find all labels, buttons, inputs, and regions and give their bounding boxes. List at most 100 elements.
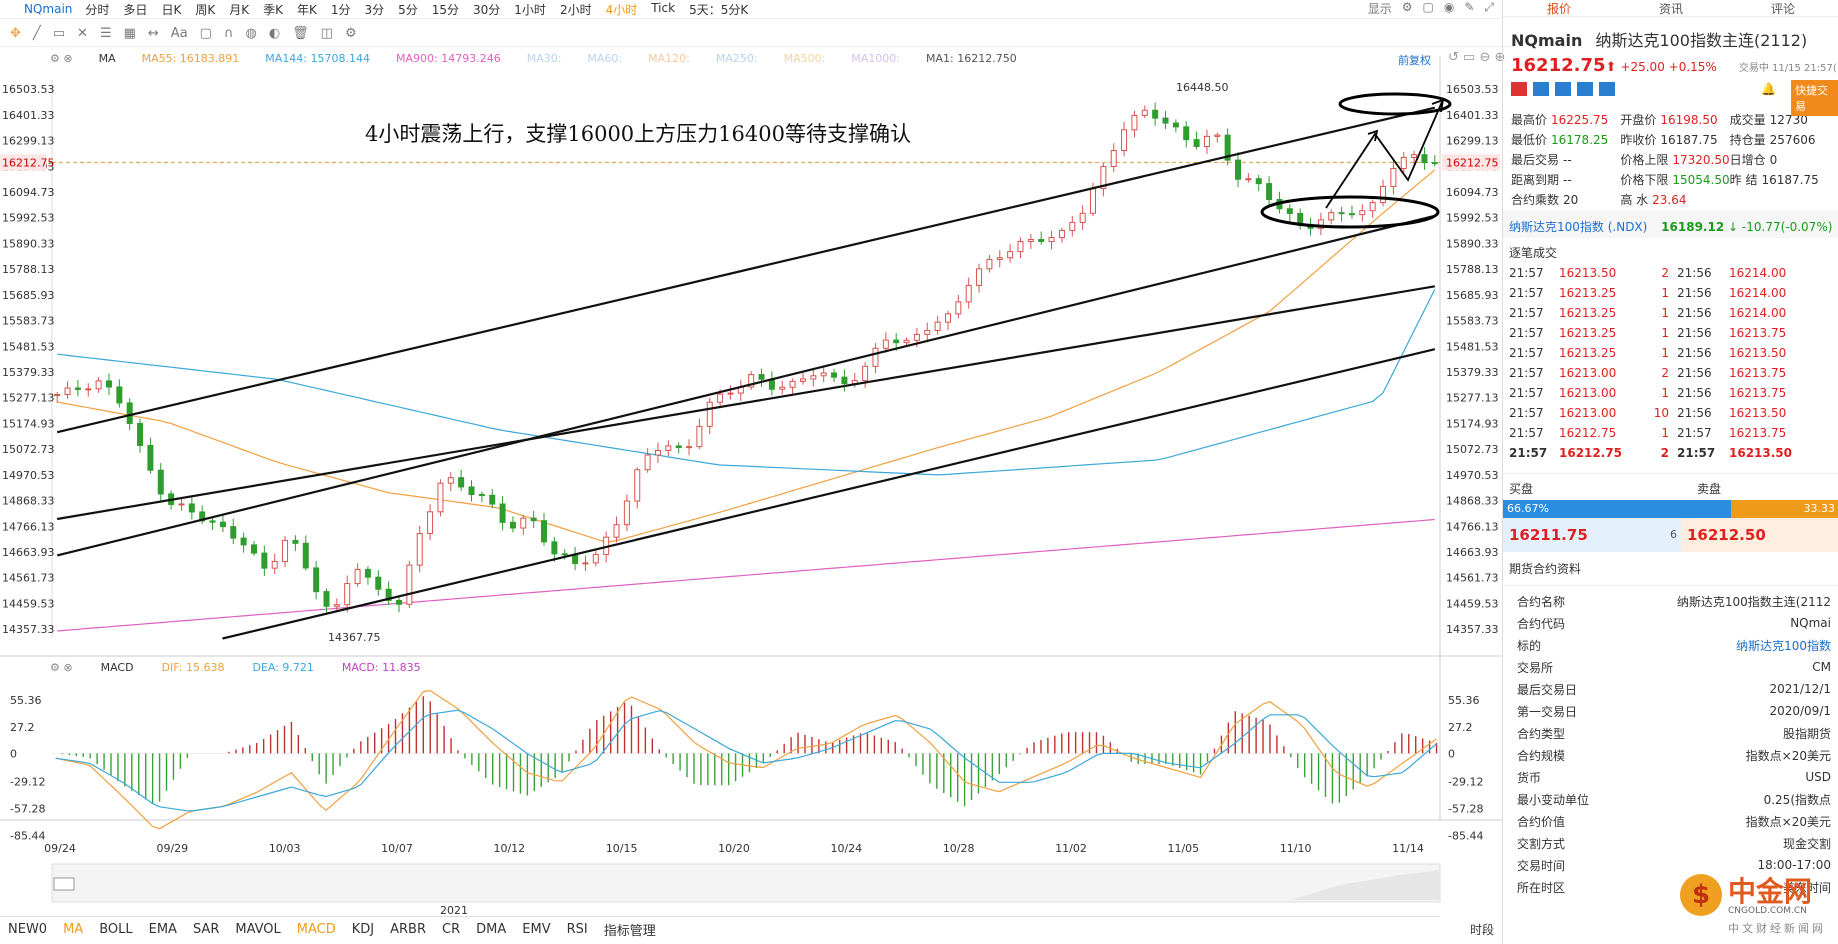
crosshair-icon[interactable]: ✥ — [10, 25, 21, 41]
indicator-tab[interactable]: MA — [63, 921, 84, 937]
period-tab[interactable]: 年K — [296, 2, 317, 17]
macd-legend-item[interactable]: DEA: 9.721 — [252, 661, 314, 674]
period-tab[interactable]: 周K — [195, 2, 216, 17]
ma-label[interactable]: MA — [98, 52, 116, 65]
pen-icon[interactable]: ✎ — [1464, 0, 1475, 14]
bid-cell[interactable]: 16211.75 6 — [1503, 518, 1681, 552]
period-tab[interactable]: 1分 — [330, 2, 351, 17]
trade-cell: 16213.50 — [1729, 406, 1787, 420]
fib-tool-icon[interactable]: ☰ — [99, 25, 112, 41]
indicator-tab[interactable]: CR — [442, 921, 461, 937]
gear-icon[interactable]: ⚙ — [344, 25, 357, 41]
period-tab[interactable]: 多日 — [123, 2, 148, 17]
flag-icon[interactable] — [1511, 82, 1527, 96]
mail-icon[interactable] — [1599, 82, 1615, 96]
ma-legend-item[interactable]: MA1000: — [851, 52, 901, 65]
tab-comments[interactable]: 评论 — [1770, 2, 1795, 16]
gann-tool-icon[interactable]: ▦ — [123, 25, 136, 41]
indicator-tab[interactable]: MACD — [296, 921, 336, 937]
macd-legend-item[interactable]: DIF: 15.638 — [161, 661, 225, 674]
period-tab[interactable]: 季K — [263, 2, 283, 17]
session-button[interactable]: 时段 — [1470, 923, 1495, 937]
period-tab[interactable]: 3分 — [364, 2, 385, 17]
legend-gear-icon[interactable]: ⚙ ⊗ — [50, 52, 73, 65]
ma-legend-item[interactable]: MA144: 15708.144 — [265, 52, 370, 65]
ma-legend-item[interactable]: MA120: — [648, 52, 690, 65]
ma-legend-item[interactable]: MA900: 14793.246 — [396, 52, 501, 65]
macd-tick-left: -29.12 — [10, 775, 45, 788]
macd-legend-item[interactable]: MACD: 11.835 — [341, 661, 421, 674]
candle-body — [965, 284, 972, 303]
indicator-tab[interactable]: ARBR — [390, 921, 427, 937]
doc-icon[interactable] — [1577, 82, 1593, 96]
spec-value: 指数点×20美元 — [1745, 748, 1831, 763]
indicator-tab[interactable]: EMV — [522, 921, 551, 937]
period-tab[interactable]: 2小时 — [559, 2, 592, 17]
layout-icon[interactable]: ▢ — [1422, 0, 1434, 14]
index-name[interactable]: 纳斯达克100指数 (.NDX) — [1509, 220, 1648, 234]
ma-items: MA55: 16183.891 MA144: 15708.144 MA900: 14… — [142, 52, 1017, 68]
low-annotation: 14367.75 — [328, 631, 381, 644]
chart-controls-icon[interactable]: ↺ ▭ ⊖ ⊕ — [1448, 50, 1506, 65]
quote-value: 15054.50 — [1672, 173, 1730, 187]
indicator-tab[interactable]: DMA — [476, 921, 507, 937]
period-tab[interactable]: Tick — [651, 0, 676, 15]
comment-icon[interactable]: ▢ — [199, 25, 212, 41]
tab-quote[interactable]: 报价 — [1546, 2, 1571, 16]
indicator-tab[interactable]: SAR — [192, 921, 220, 937]
trash-icon[interactable]: 🗑 — [292, 25, 309, 41]
indicator-tab[interactable]: BOLL — [99, 921, 133, 937]
period-tab[interactable]: 5天：5分K — [689, 2, 749, 17]
indicator-tab[interactable]: EMA — [148, 921, 177, 937]
pattern-tool-icon[interactable]: ✕ — [77, 25, 88, 41]
indicator-tab[interactable]: MAVOL — [235, 921, 281, 937]
trade-cell: 2 — [1660, 446, 1669, 460]
text-tool-icon[interactable]: Aa — [170, 25, 188, 41]
period-tab[interactable]: 4小时 — [605, 2, 638, 17]
toggle-icon[interactable]: ◫ — [320, 25, 333, 41]
eye-icon[interactable]: ◐ — [268, 25, 281, 41]
period-tab[interactable]: 1小时 — [514, 2, 546, 17]
ma-legend-item[interactable]: MA1: 16212.750 — [926, 52, 1017, 65]
bell-icon[interactable]: 🔔 — [1761, 82, 1776, 96]
current-price-label-right: 16212.75 — [1446, 156, 1499, 169]
indicator-tab[interactable]: 指标管理 — [603, 923, 656, 939]
period-tab[interactable]: 15分 — [431, 2, 460, 17]
indicator-tab[interactable]: KDJ — [351, 921, 375, 937]
settings-icon[interactable]: ⚙ — [1401, 0, 1413, 14]
period-tab[interactable]: 30分 — [473, 2, 501, 17]
period-tab[interactable]: 5分 — [398, 2, 418, 17]
tab-news[interactable]: 资讯 — [1658, 2, 1683, 16]
arrow-tool-icon[interactable]: ↔ — [147, 25, 159, 41]
ma-legend-item[interactable]: MA500: — [783, 52, 826, 65]
camera-icon[interactable]: ◉ — [1443, 0, 1455, 14]
display-menu[interactable]: 显示 — [1367, 2, 1392, 16]
ma-legend-item[interactable]: MA60: — [587, 52, 623, 65]
symbol-selector[interactable]: NQmain — [24, 2, 73, 16]
lock-icon[interactable]: ◍ — [245, 25, 257, 41]
people-icon[interactable] — [1555, 82, 1571, 96]
macd-label[interactable]: MACD — [100, 661, 134, 674]
price-adjust-button[interactable]: 前复权 — [1398, 54, 1431, 67]
quick-trade-button[interactable]: 快捷交易 — [1791, 80, 1838, 116]
spec-value[interactable]: 纳斯达克100指数 — [1736, 638, 1831, 653]
period-tab[interactable]: 月K — [229, 2, 250, 17]
trade-cell: 21:56 — [1677, 366, 1712, 380]
magnet-icon[interactable]: ∩ — [223, 25, 234, 41]
ask-cell[interactable]: 16212.50 — [1681, 518, 1838, 552]
period-tab[interactable]: 分时 — [85, 2, 110, 17]
price-chart[interactable]: 16503.53 16503.53 16401.33 16401.33 16299.13… — [0, 0, 1502, 944]
rect-tool-icon[interactable]: ▭ — [52, 25, 66, 41]
date-tick: 10/07 — [381, 842, 413, 855]
indicator-tab[interactable]: NEW0 — [8, 921, 48, 937]
candle-body — [1121, 129, 1128, 151]
macd-gear-icon[interactable]: ⚙ ⊗ — [50, 661, 73, 674]
ma-legend-item[interactable]: MA55: 16183.891 — [141, 52, 240, 65]
period-tab[interactable]: 日K — [161, 2, 182, 17]
indicator-tab[interactable]: RSI — [566, 921, 588, 937]
chart-icon[interactable] — [1533, 82, 1549, 96]
ma-legend-item[interactable]: MA30: — [526, 52, 562, 65]
ma-legend-item[interactable]: MA250: — [715, 52, 758, 65]
line-tool-icon[interactable]: ╱ — [32, 25, 41, 41]
fullscreen-icon[interactable]: ⤢ — [1484, 0, 1494, 14]
